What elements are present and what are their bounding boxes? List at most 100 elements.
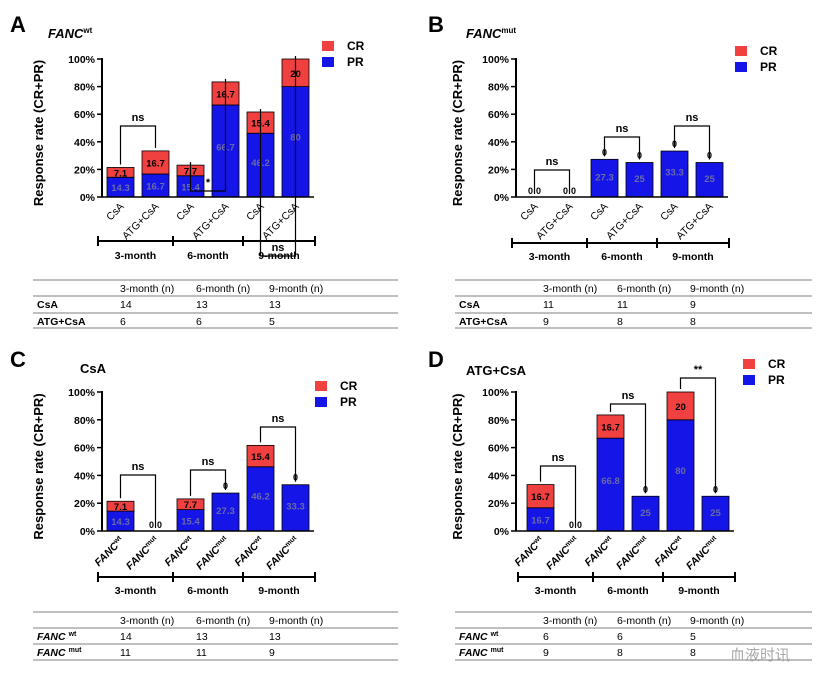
- panel-title: ATG+CsA: [466, 363, 527, 378]
- value-label-pr: 16.7: [146, 181, 165, 192]
- table-header-cell: 3-month (n): [543, 283, 597, 295]
- table-cell: 13: [196, 299, 208, 311]
- legend-pr-label: PR: [760, 60, 777, 74]
- significance-bracket: [533, 169, 571, 194]
- y-tick-label: 60%: [74, 443, 96, 455]
- y-tick-label: 40%: [74, 470, 96, 482]
- bar-pr: [625, 162, 654, 198]
- significance-label: ns: [272, 413, 285, 425]
- category-label: FANCwt: [232, 534, 267, 569]
- value-label-pr: 80: [675, 466, 686, 477]
- table-cell: 11: [543, 299, 554, 311]
- significance-bracket: [119, 125, 157, 165]
- table-header-cell: 3-month (n): [543, 615, 597, 627]
- count-table: 3-month (n) 6-month (n) 9-month (n) CsA 11 11…: [455, 279, 812, 329]
- legend-pr-swatch: [315, 397, 327, 407]
- category-label: FANCwt: [92, 534, 127, 569]
- value-label-pr: 46.2: [251, 492, 270, 503]
- category-label: FANCmut: [264, 534, 302, 572]
- significance-bracket: [609, 403, 647, 494]
- group-label: 6-month: [187, 250, 228, 262]
- legend-pr-swatch: [743, 375, 755, 385]
- significance-bracket: [259, 426, 297, 482]
- y-tick-label: 0%: [494, 192, 510, 204]
- table-cell: 11: [196, 647, 207, 659]
- value-label-cr: 7.7: [184, 500, 197, 511]
- legend-cr-swatch: [322, 41, 334, 51]
- significance-bracket: [259, 56, 297, 257]
- table-cell: 9: [543, 316, 549, 328]
- significance-label: *: [206, 177, 211, 189]
- bar-pr: [631, 495, 660, 532]
- table-header-cell: 3-month (n): [120, 283, 174, 295]
- value-label-pr: 0: [528, 186, 533, 196]
- category-label: FANCmut: [614, 534, 652, 572]
- category-label: ATG+CsA: [674, 201, 716, 243]
- legend-cr-swatch: [315, 381, 327, 391]
- legend-pr-swatch: [322, 57, 334, 67]
- value-label-pr: 0: [569, 520, 574, 530]
- significance-label: ns: [546, 156, 559, 168]
- category-label: FANCmut: [194, 534, 232, 572]
- table-cell: 9: [543, 647, 549, 659]
- y-tick-label: 0%: [80, 526, 96, 538]
- y-tick-label: 0%: [80, 192, 96, 204]
- count-table: 3-month (n) 6-month (n) 9-month (n) CsA 14 13…: [33, 279, 398, 329]
- table-cell: 5: [690, 631, 696, 643]
- legend: CR PR: [735, 44, 778, 74]
- value-label-pr: 33.3: [665, 168, 684, 179]
- table-row-label: FANC mut: [459, 647, 504, 659]
- significance-bracket: [679, 377, 717, 494]
- category-label: FANCmut: [544, 534, 582, 572]
- panel-letter: C: [10, 347, 26, 372]
- y-tick-label: 100%: [68, 387, 96, 399]
- category-label: CsA: [174, 201, 197, 224]
- value-label-pr: 66.8: [601, 476, 620, 487]
- group-label: 3-month: [535, 585, 576, 597]
- category-label: FANCmut: [124, 534, 162, 572]
- value-label-cr: 20: [675, 402, 686, 413]
- significance-label: ns: [202, 456, 215, 468]
- group-label: 9-month: [678, 585, 719, 597]
- value-label-pr: 25: [704, 174, 715, 185]
- table-cell: 14: [120, 631, 132, 643]
- value-label-pr: 25: [634, 174, 645, 185]
- category-label: FANCwt: [512, 534, 547, 569]
- legend-pr-label: PR: [347, 55, 364, 69]
- panel-b: B FANCmut Response rate (CR+PR) 0% 20% 40% 60%…: [428, 12, 812, 329]
- panel-title: FANCwt: [48, 26, 93, 41]
- table-row-label: ATG+CsA: [37, 316, 86, 328]
- legend-cr-label: CR: [340, 379, 358, 393]
- table-cell: 9: [269, 647, 275, 659]
- legend-cr-swatch: [743, 359, 755, 369]
- table-header-cell: 6-month (n): [617, 615, 671, 627]
- table-header-cell: 6-month (n): [196, 283, 250, 295]
- significance-bracket: [189, 78, 227, 192]
- table-cell: 6: [120, 316, 126, 328]
- value-label-pr: 33.3: [286, 502, 305, 513]
- group-label: 3-month: [529, 251, 570, 263]
- category-label: CsA: [588, 201, 611, 224]
- y-tick-label: 40%: [74, 137, 96, 149]
- y-tick-label: 60%: [74, 109, 96, 121]
- value-label-pr: 25: [640, 508, 651, 519]
- significance-label: **: [694, 364, 703, 376]
- panel-letter: B: [428, 12, 444, 37]
- value-label-cr: 16.7: [531, 492, 550, 503]
- y-tick-label: 40%: [488, 470, 510, 482]
- y-tick-label: 60%: [488, 109, 510, 121]
- bar-pr: [596, 437, 625, 532]
- panel-a: A FANCwt Response rate (CR+PR) 0% 20% 40% 60% 8…: [10, 12, 398, 329]
- category-label: FANCwt: [162, 534, 197, 569]
- group-label: 3-month: [115, 585, 156, 597]
- table-header-cell: 9-month (n): [269, 283, 323, 295]
- table-cell: 5: [269, 316, 275, 328]
- panel-title: CsA: [80, 361, 107, 376]
- table-cell: 6: [543, 631, 549, 643]
- category-label: ATG+CsA: [190, 201, 232, 243]
- group-label: 9-month: [672, 251, 713, 263]
- value-label-pr: 14.3: [111, 183, 130, 194]
- bar-pr: [281, 484, 310, 532]
- table-cell: 8: [690, 316, 696, 328]
- significance-bracket: [539, 465, 577, 528]
